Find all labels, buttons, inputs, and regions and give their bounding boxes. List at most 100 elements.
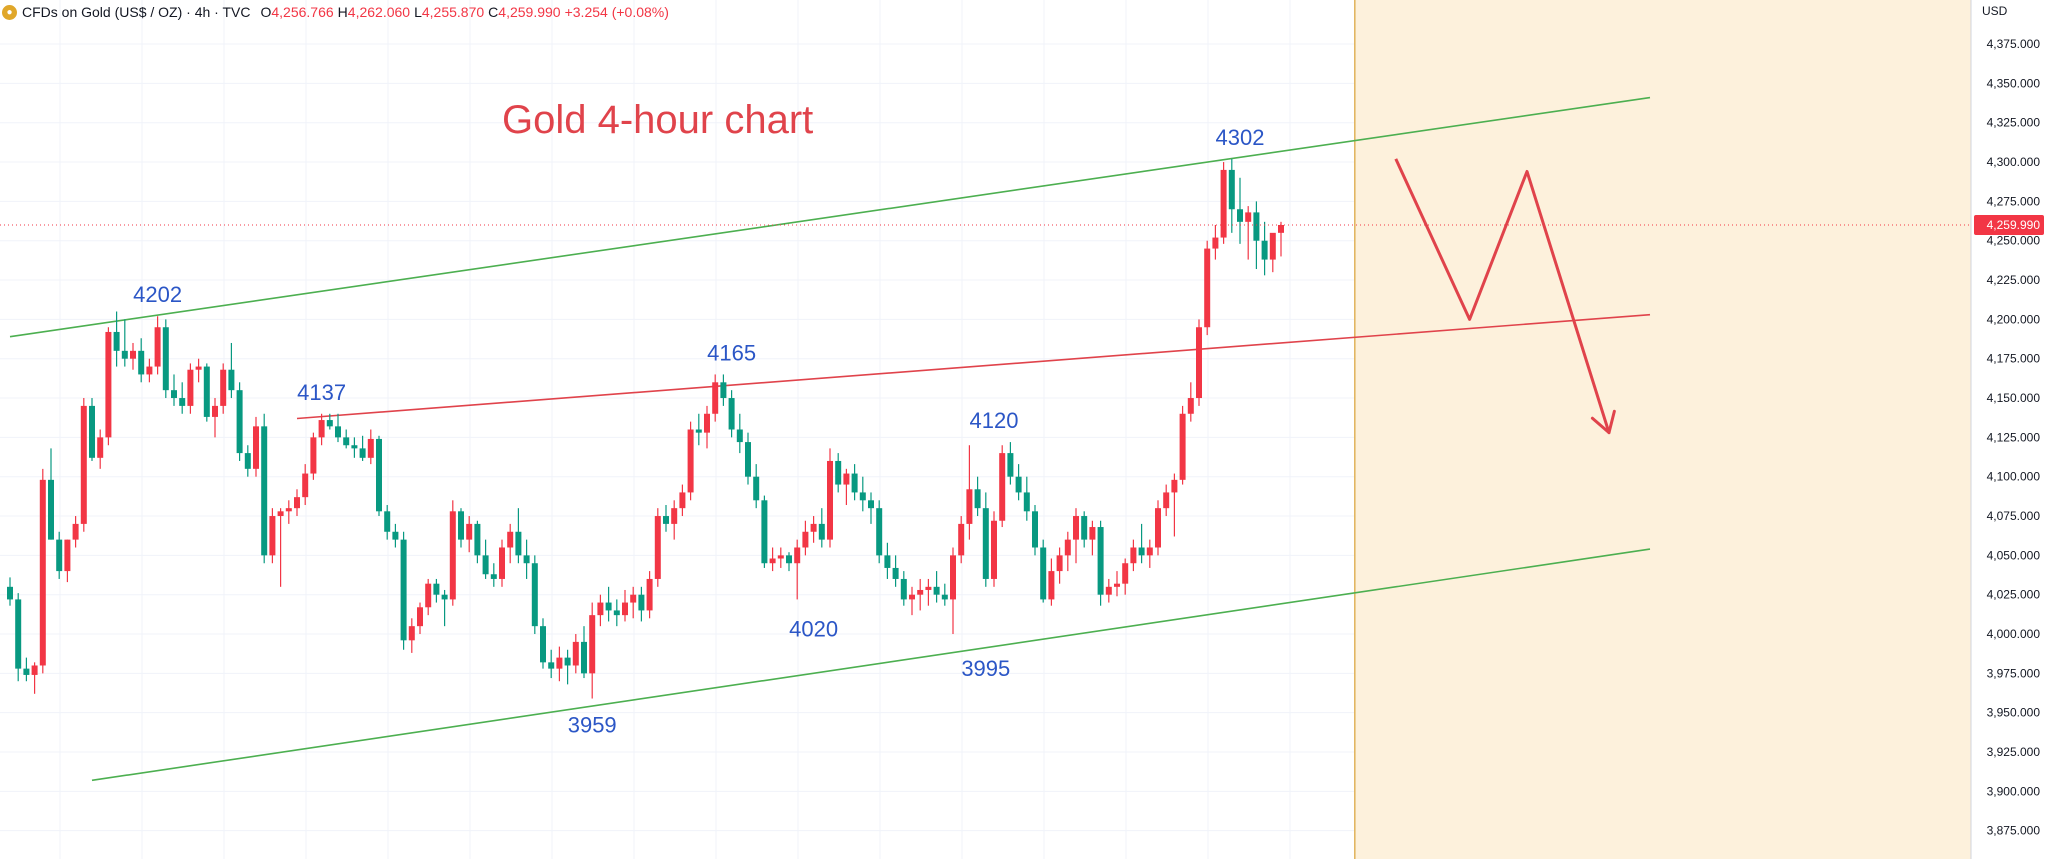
candle-body <box>909 594 915 600</box>
candle-body <box>622 602 628 616</box>
candle-body <box>638 594 645 611</box>
price-annotation: 4020 <box>789 617 838 642</box>
candle-body <box>1138 547 1145 556</box>
candle-body <box>433 583 440 595</box>
candle-body <box>769 558 776 564</box>
candle-body <box>105 331 112 438</box>
y-tick-label: 4,200.000 <box>1987 312 2041 326</box>
price-annotation: 4120 <box>970 408 1019 433</box>
price-annotation: 4165 <box>707 340 756 365</box>
candle-body <box>1196 327 1202 399</box>
candle-body <box>441 594 448 600</box>
candle-body <box>851 473 858 493</box>
y-tick-label: 3,950.000 <box>1987 706 2041 720</box>
price-annotation: 3959 <box>568 713 617 738</box>
candle-body <box>318 420 325 438</box>
candle-body <box>720 382 727 399</box>
candle-body <box>941 594 948 600</box>
candle-body <box>523 555 530 564</box>
candle-body <box>1228 169 1235 210</box>
candle-body <box>261 426 268 556</box>
candle-body <box>1015 476 1022 493</box>
candle-body <box>449 511 456 600</box>
candle-body <box>294 497 300 509</box>
candle-body <box>892 567 899 579</box>
candle-body <box>1278 224 1284 233</box>
candle-body <box>736 429 743 443</box>
candle-body <box>671 508 678 524</box>
candle-body <box>1130 547 1137 564</box>
candle-body <box>48 479 54 540</box>
candle-body <box>302 473 309 498</box>
candle-body <box>203 366 210 417</box>
candle-body <box>679 492 686 509</box>
price-axis[interactable]: 3,875.000 3,900.000 3,925.000 3,950.000 3,97… <box>1970 0 2047 859</box>
candle-body <box>326 420 333 427</box>
candle-body <box>1048 571 1055 600</box>
candle-body <box>64 539 71 572</box>
channel-midline <box>296 313 1651 420</box>
candle-body <box>89 405 95 458</box>
candle-body <box>113 331 120 351</box>
y-tick-label: 4,025.000 <box>1987 588 2041 602</box>
candle-body <box>982 508 989 579</box>
y-tick-label: 4,175.000 <box>1987 352 2041 366</box>
candle-body <box>613 610 620 616</box>
candle-body <box>991 520 997 579</box>
candle-body <box>1056 555 1063 572</box>
forecast-polyline <box>1394 158 1611 434</box>
open-label: O <box>260 4 272 20</box>
y-tick-label: 4,275.000 <box>1987 194 2041 208</box>
candle-body <box>966 489 973 524</box>
candle-body <box>876 508 883 556</box>
candle-body <box>130 350 136 359</box>
price-annotation: 4202 <box>133 282 182 307</box>
y-tick-label: 4,050.000 <box>1987 548 2041 562</box>
candle-body <box>802 531 809 548</box>
y-tick-label: 4,350.000 <box>1987 76 2041 90</box>
candle-body <box>97 437 104 458</box>
candle-body <box>1237 209 1243 222</box>
current-price-label: 4,259.990 <box>1987 218 2041 232</box>
candle-body <box>597 602 604 616</box>
forecast-arrowhead <box>1607 409 1616 435</box>
candle-body <box>695 429 702 433</box>
candle-body <box>220 369 227 406</box>
change-value: +3.254 (+0.08%) <box>564 4 669 20</box>
candle-body <box>376 438 382 512</box>
candle-body <box>56 539 63 572</box>
candle-body <box>1187 398 1194 414</box>
candle-body <box>581 641 587 674</box>
y-tick-label: 4,250.000 <box>1987 234 2041 248</box>
candle-body <box>859 492 866 501</box>
forecast-path <box>1394 158 1616 435</box>
y-tick-label: 3,900.000 <box>1987 784 2041 798</box>
y-tick-label: 4,075.000 <box>1987 509 2041 523</box>
candle-body <box>392 531 399 540</box>
candle-body <box>1064 539 1071 556</box>
gold-logo-icon: ● <box>2 4 17 20</box>
candle-body <box>1073 516 1079 540</box>
candle-body <box>417 607 423 627</box>
candle-body <box>958 523 965 556</box>
trend-channel <box>9 96 1651 782</box>
close-label: C <box>488 4 499 20</box>
candle-body <box>1220 169 1227 238</box>
candle-body <box>269 516 276 556</box>
candle-body <box>425 583 432 608</box>
candle-body <box>138 350 145 375</box>
y-tick-label: 3,875.000 <box>1987 824 2041 838</box>
candle-body <box>400 539 407 641</box>
candle-body <box>704 413 710 433</box>
candle-body <box>728 398 735 430</box>
y-tick-label: 4,225.000 <box>1987 273 2041 287</box>
candle-body <box>646 578 653 611</box>
candle-body <box>827 460 833 540</box>
candle-body <box>146 366 153 375</box>
candle-body <box>777 555 784 559</box>
candle-body <box>712 382 719 414</box>
candle-body <box>23 668 30 675</box>
candle-body <box>868 500 874 509</box>
candle-body <box>253 426 259 469</box>
